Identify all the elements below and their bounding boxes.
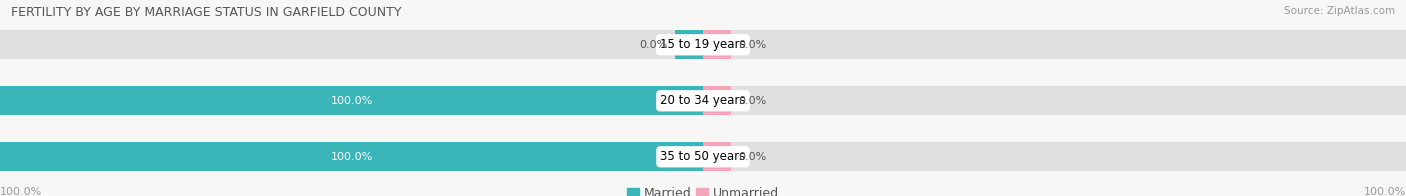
Text: 0.0%: 0.0%: [738, 40, 766, 50]
Bar: [703, 142, 1406, 171]
Bar: [0, 30, 703, 59]
Bar: [703, 86, 1406, 115]
Bar: [675, 86, 703, 115]
Text: 20 to 34 years: 20 to 34 years: [661, 94, 745, 107]
Text: 100.0%: 100.0%: [330, 152, 373, 162]
Text: 0.0%: 0.0%: [738, 96, 766, 106]
Text: 100.0%: 100.0%: [1364, 187, 1406, 196]
Bar: [703, 30, 1406, 59]
Text: 0.0%: 0.0%: [738, 152, 766, 162]
Bar: [675, 142, 703, 171]
Text: FERTILITY BY AGE BY MARRIAGE STATUS IN GARFIELD COUNTY: FERTILITY BY AGE BY MARRIAGE STATUS IN G…: [11, 6, 402, 19]
Bar: [675, 30, 703, 59]
Bar: [0, 142, 703, 171]
Bar: [703, 30, 731, 59]
Bar: [0, 86, 703, 115]
Text: 0.0%: 0.0%: [640, 40, 668, 50]
Bar: [0, 142, 703, 171]
Text: 100.0%: 100.0%: [0, 187, 42, 196]
Legend: Married, Unmarried: Married, Unmarried: [623, 182, 783, 196]
Text: 100.0%: 100.0%: [330, 96, 373, 106]
Text: 15 to 19 years: 15 to 19 years: [661, 38, 745, 51]
Bar: [703, 142, 731, 171]
Text: Source: ZipAtlas.com: Source: ZipAtlas.com: [1284, 6, 1395, 16]
Bar: [0, 86, 703, 115]
Bar: [703, 86, 731, 115]
Text: 35 to 50 years: 35 to 50 years: [661, 150, 745, 163]
